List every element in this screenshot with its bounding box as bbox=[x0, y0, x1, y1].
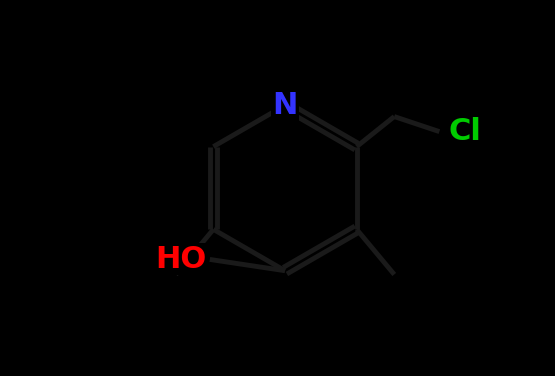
Text: Cl: Cl bbox=[449, 117, 482, 146]
Text: HO: HO bbox=[155, 245, 206, 274]
Text: N: N bbox=[273, 91, 297, 120]
